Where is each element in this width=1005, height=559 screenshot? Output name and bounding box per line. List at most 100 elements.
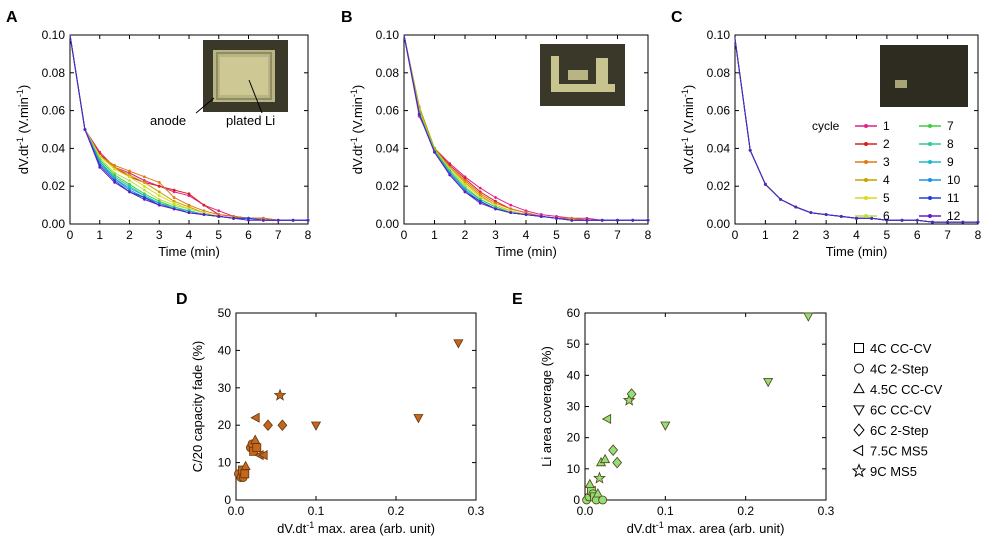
series-point-cycle-12 bbox=[217, 215, 221, 218]
panel-letter-b: B bbox=[341, 9, 353, 26]
scatter-point-diamond bbox=[626, 388, 637, 400]
series-point-cycle-1 bbox=[217, 209, 221, 213]
scatter-point-diamond bbox=[612, 456, 623, 469]
series-point-cycle-3 bbox=[157, 181, 161, 184]
cycle-legend-label: 4 bbox=[883, 173, 890, 187]
series-point-cycle-12 bbox=[142, 198, 146, 201]
scatter-point-diamond bbox=[277, 419, 288, 432]
plated-li-label: plated Li bbox=[226, 113, 275, 128]
x-axis-label-part: dV.dt bbox=[627, 521, 657, 536]
series-point-cycle-5 bbox=[157, 194, 161, 198]
series-point-cycle-12 bbox=[570, 218, 574, 222]
series-point-cycle-6 bbox=[142, 188, 146, 192]
chart-e: 0.0 0.1 0.2 0.3 0 10 20 30 40 50 60 dV.dt-1 max. ar… bbox=[539, 306, 835, 536]
x-tick-label: 6 bbox=[914, 228, 921, 242]
y-axis-label-superscript: -1 bbox=[15, 137, 25, 145]
chart-b: 0 1 2 3 4 5 6 7 8 0.00 0.02 0.04 0.06 0.08 0.10 Time (m… bbox=[349, 28, 652, 259]
series-point-cycle-5 bbox=[142, 184, 146, 188]
y-tick-label: 0.08 bbox=[376, 66, 400, 80]
cycle-legend-marker bbox=[864, 178, 868, 182]
legend-marker-triangle-left bbox=[852, 444, 864, 457]
y-tick-label: 30 bbox=[567, 400, 581, 414]
series-point-cycle-12 bbox=[433, 150, 436, 154]
y-axis-label-part: (V.min bbox=[350, 97, 365, 137]
cycle-legend-label: 10 bbox=[947, 173, 961, 187]
inset-photo-c bbox=[880, 45, 968, 107]
cycle-legend-label: 7 bbox=[947, 119, 954, 133]
x-tick-label: 0.0 bbox=[228, 504, 245, 518]
y-axis-label-part: ) bbox=[16, 85, 31, 89]
y-axis-label-part: (V.min bbox=[681, 97, 696, 137]
series-point-cycle-12 bbox=[83, 128, 87, 131]
cycle-legend-label: 11 bbox=[947, 191, 960, 205]
scatter-point-triangle-down bbox=[310, 421, 322, 431]
series-point-cycle-6 bbox=[128, 179, 131, 182]
series-point-cycle-12 bbox=[291, 218, 295, 222]
series-point-cycle-12 bbox=[306, 218, 310, 222]
cycle-legend-label: 3 bbox=[883, 155, 890, 169]
series-point-cycle-12 bbox=[885, 218, 889, 222]
scatter-point-circle bbox=[598, 495, 608, 505]
cycle-legend-title: cycle bbox=[812, 119, 840, 133]
y-tick-label: 0.02 bbox=[376, 179, 400, 193]
cycle-legend-label: 9 bbox=[947, 155, 954, 169]
y-axis-label-superscript: -1 bbox=[680, 137, 690, 145]
x-axis-label-superscript: -1 bbox=[306, 520, 314, 530]
x-tick-label: 0.0 bbox=[577, 504, 594, 518]
x-tick-label: 4 bbox=[523, 228, 530, 242]
chart-d: 0.0 0.1 0.2 0.3 0 10 20 30 40 50 dV.dt-1 max. area… bbox=[190, 306, 485, 536]
cycle-legend-marker bbox=[928, 124, 932, 128]
x-tick-label: 8 bbox=[305, 228, 312, 242]
x-tick-label: 2 bbox=[792, 228, 799, 242]
y-tick-label: 0.00 bbox=[42, 217, 66, 231]
y-tick-label: 0.00 bbox=[376, 217, 400, 231]
y-tick-label: 0.10 bbox=[707, 28, 731, 42]
series-point-cycle-1 bbox=[509, 203, 513, 207]
series-point-cycle-2 bbox=[172, 188, 176, 192]
inset-photo-a bbox=[203, 40, 288, 112]
scatter-point-triangle-left bbox=[258, 450, 268, 461]
x-axis-label: dV.dt-1 max. area (arb. unit) bbox=[627, 520, 785, 536]
series-point-cycle-12 bbox=[870, 216, 874, 220]
series-point-cycle-1 bbox=[494, 196, 497, 199]
y-tick-label: 0.06 bbox=[376, 104, 400, 118]
y-axis-label-part: ) bbox=[681, 85, 696, 89]
y-axis-label: C/20 capacity fade (%) bbox=[190, 341, 205, 473]
y-tick-label: 0.06 bbox=[707, 104, 731, 118]
y-tick-label: 0.04 bbox=[707, 141, 731, 155]
series-point-cycle-2 bbox=[187, 192, 191, 196]
cycle-legend-label: 2 bbox=[883, 137, 890, 151]
y-axis-label-part: dV.dt bbox=[681, 145, 696, 175]
panel-letter-c: C bbox=[671, 9, 683, 26]
inset-photo-b bbox=[540, 44, 625, 106]
series-point-cycle-12 bbox=[509, 211, 513, 215]
y-axis-label-part: ) bbox=[350, 85, 365, 89]
scatter-point-triangle bbox=[592, 488, 603, 498]
scatter-point-star bbox=[273, 388, 287, 401]
series-point-cycle-12 bbox=[172, 207, 176, 211]
legend-label: 4C CC-CV bbox=[870, 341, 932, 356]
y-axis-label-superscript: -1 bbox=[349, 89, 359, 97]
legend-marker-circle bbox=[854, 363, 864, 374]
anode-label: anode bbox=[150, 113, 186, 128]
y-axis-label: dV.dt-1 (V.min-1) bbox=[349, 85, 365, 175]
x-tick-label: 3 bbox=[156, 228, 163, 242]
x-axis-label-superscript: -1 bbox=[656, 520, 664, 530]
series-point-cycle-12 bbox=[555, 216, 558, 220]
x-tick-label: 2 bbox=[126, 228, 133, 242]
x-tick-label: 0.2 bbox=[388, 504, 405, 518]
x-axis-label-part: dV.dt bbox=[277, 521, 307, 536]
series-point-cycle-1 bbox=[478, 186, 482, 190]
x-axis-label-part: max. area (arb. unit) bbox=[664, 521, 785, 536]
y-axis-label-part: (V.min bbox=[16, 97, 31, 137]
x-tick-label: 8 bbox=[975, 228, 982, 242]
x-axis-label: Time (min) bbox=[495, 244, 557, 259]
scatter-point-diamond bbox=[608, 444, 619, 456]
series-point-cycle-12 bbox=[128, 190, 131, 194]
series-point-cycle-4 bbox=[142, 181, 146, 184]
scatter-point-triangle-left bbox=[601, 413, 612, 425]
scatter-point-triangle-down bbox=[413, 414, 424, 424]
y-tick-label: 0.04 bbox=[42, 141, 66, 155]
